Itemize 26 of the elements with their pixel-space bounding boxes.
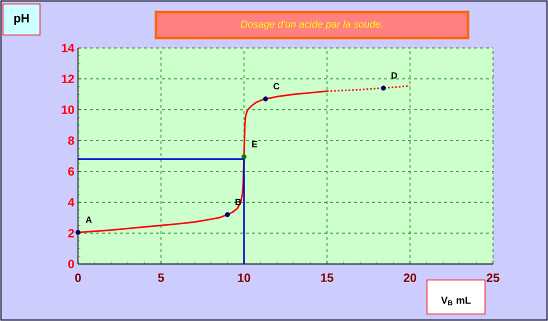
point — [263, 96, 268, 102]
y-tick-label: 4 — [68, 198, 74, 206]
chart-title: Dosage d'un acide par la soude. — [240, 20, 382, 30]
point — [242, 154, 247, 160]
y-tick-label: 0 — [68, 260, 74, 268]
point — [380, 86, 386, 91]
y-tick-label: 8 — [68, 136, 74, 145]
point — [76, 230, 80, 235]
annotation: A — [86, 216, 92, 223]
y-tick-label: 10 — [62, 105, 74, 114]
y-tick-label: 14 — [62, 44, 74, 52]
annotation: D — [392, 72, 398, 79]
y-axis-title: pH — [14, 14, 29, 25]
y-tick-label: 6 — [68, 167, 74, 176]
x-tick-label: 0 — [75, 274, 81, 282]
x-tick-label: 15 — [321, 274, 334, 282]
annotation: C — [273, 83, 280, 90]
x-tick-label: 25 — [486, 274, 500, 282]
point — [224, 212, 230, 218]
y-tick-label: 12 — [62, 74, 74, 84]
x-tick-label: 5 — [158, 274, 164, 282]
y-tick-label: 2 — [68, 228, 74, 238]
x-tick-label: 10 — [238, 274, 250, 282]
x-axis-title: V$_{B}$ mL — [441, 296, 471, 306]
annotation: E — [252, 141, 258, 148]
x-tick-label: 20 — [404, 274, 416, 282]
